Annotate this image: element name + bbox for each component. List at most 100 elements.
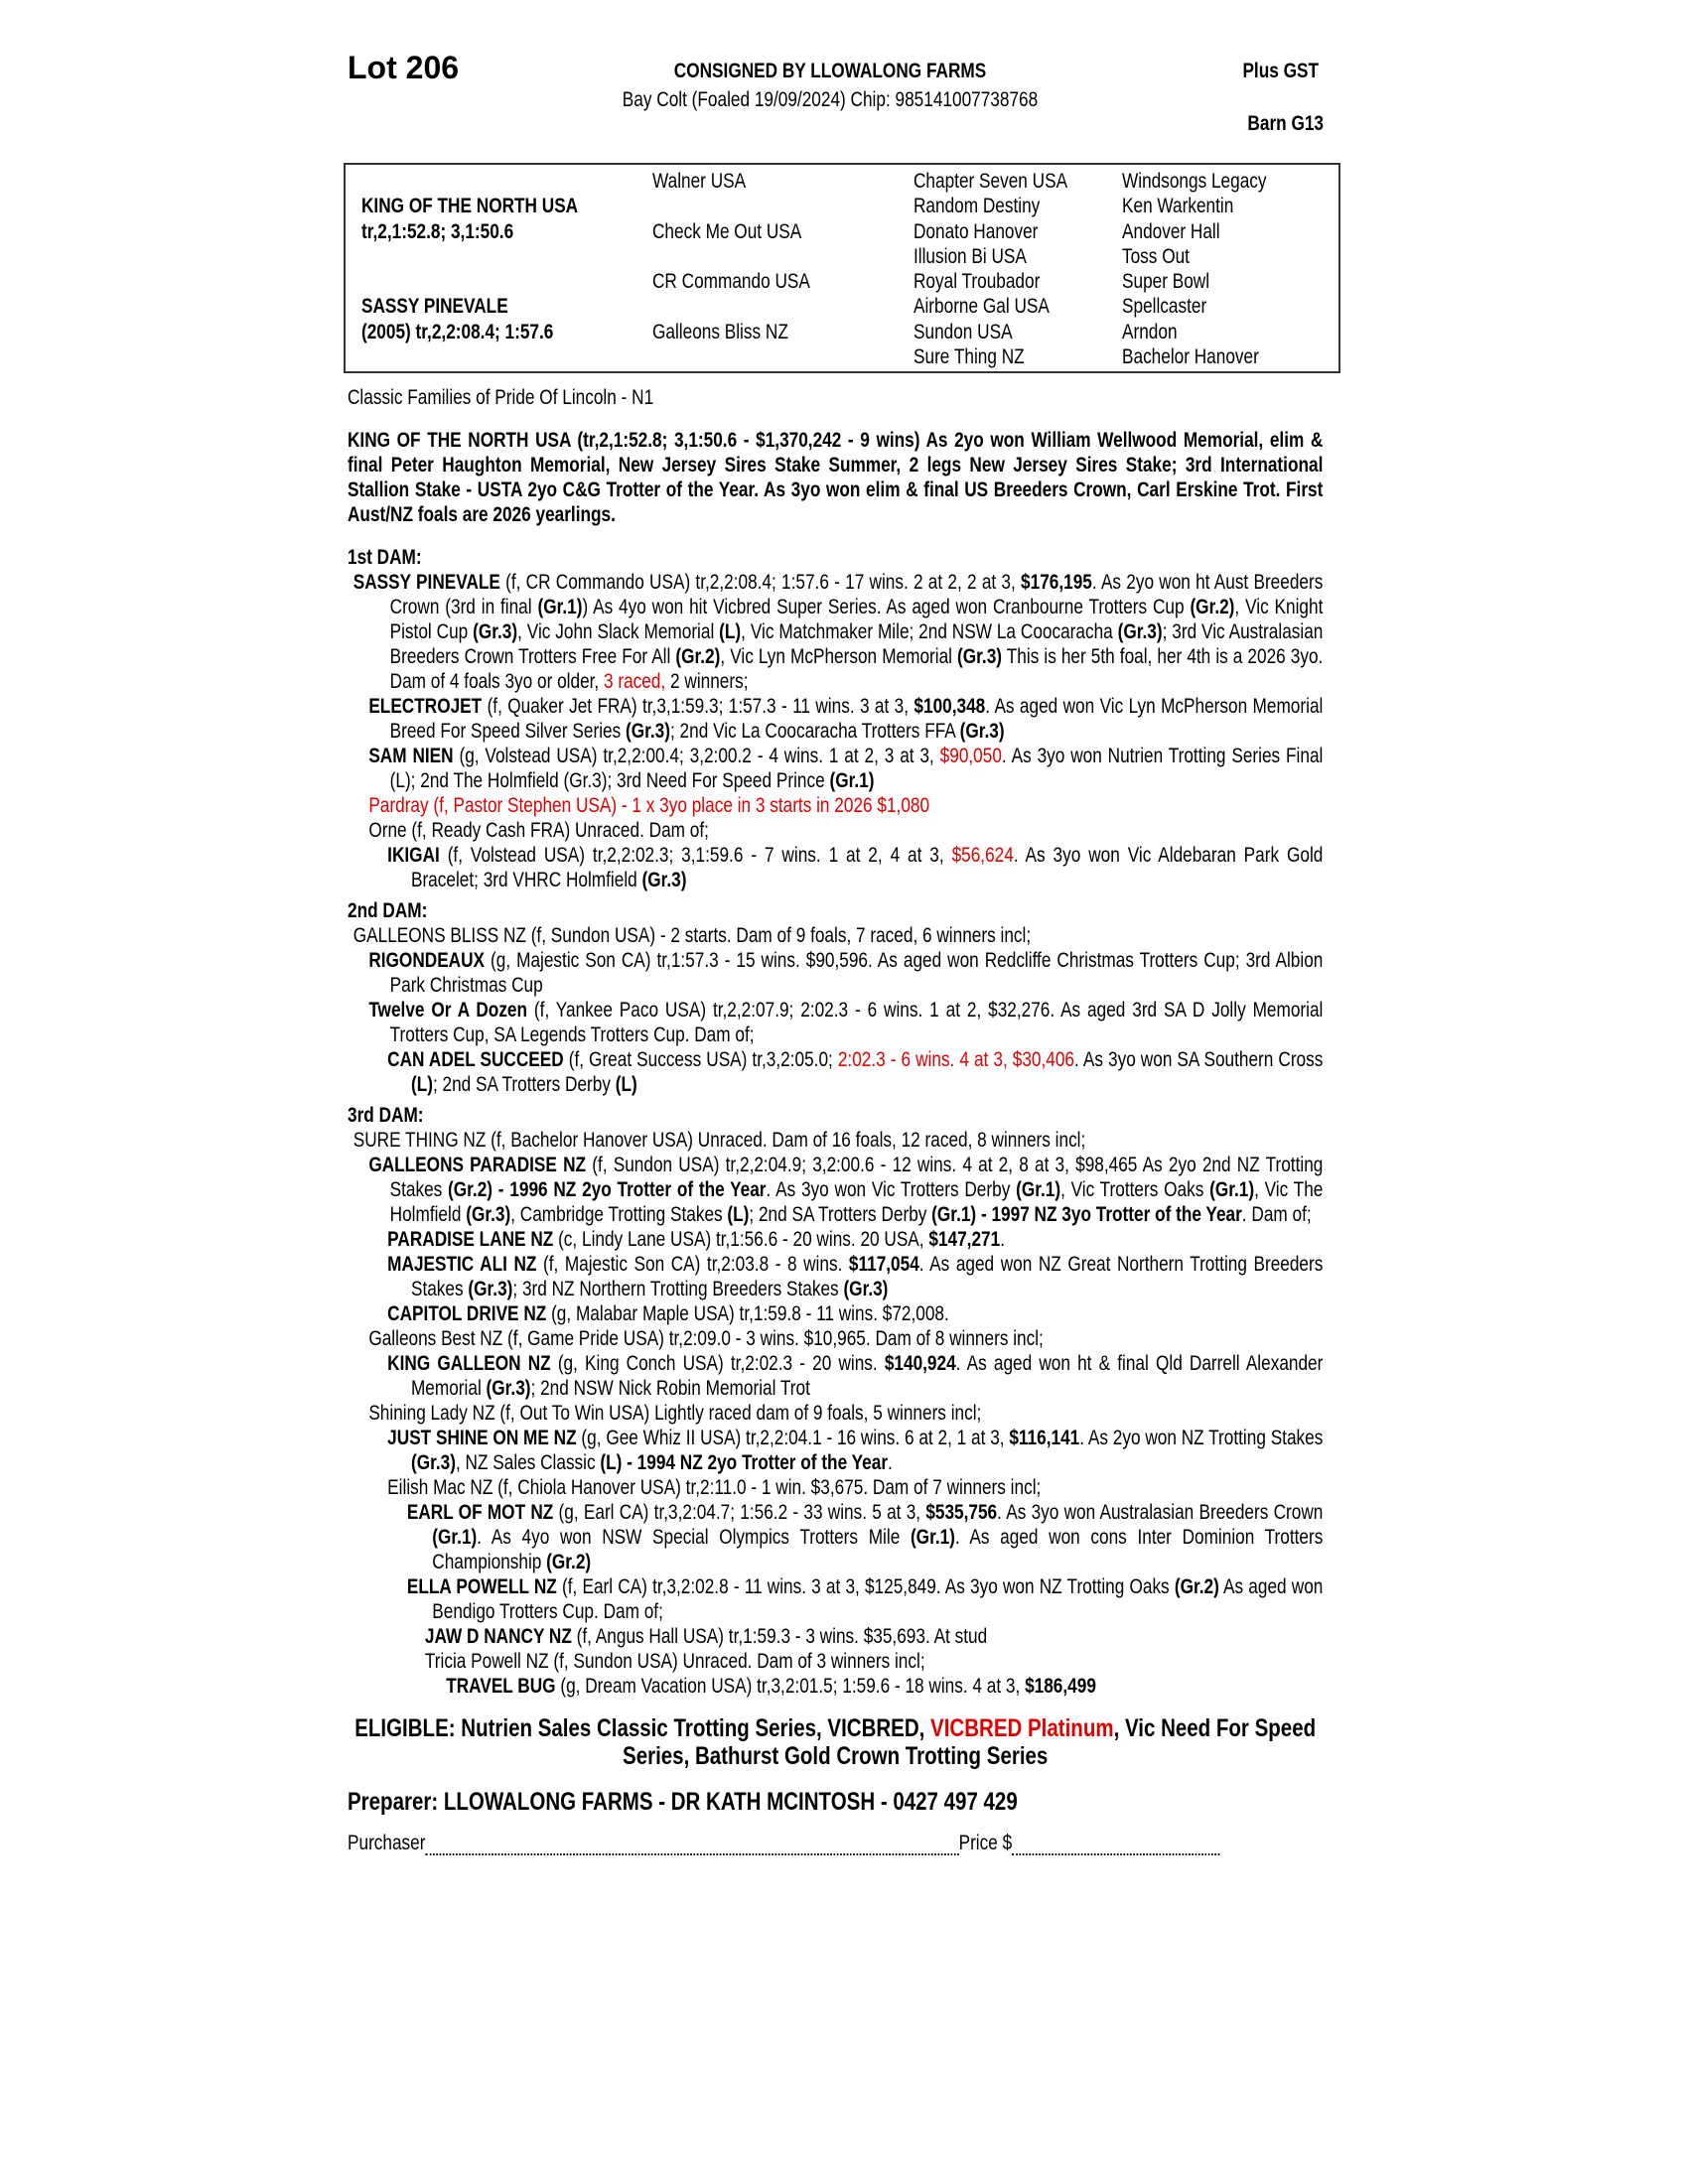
entry-text: SURE THING NZ (f, Bachelor Hanover USA) … [352, 1129, 1086, 1152]
bold-text: (L) [615, 1073, 637, 1096]
great-great-grandparent: Toss Out [1122, 244, 1190, 268]
bold-text: IKIGAI [387, 844, 440, 867]
entry-text: . As 3yo won Nutrien Trotting Series Fin… [389, 745, 1324, 792]
preparer: Preparer: LLOWALONG FARMS - DR KATH MCIN… [348, 1788, 1018, 1816]
family-entry: JAW D NANCY NZ (f, Angus Hall USA) tr,1:… [348, 1624, 1323, 1649]
dam-sections: 1st DAM: SASSY PINEVALE (f, CR Commando U… [348, 545, 1323, 1699]
entry-text: As aged won Bendigo Trotters Cup. Dam of… [432, 1575, 1324, 1623]
entry-text: . As 2yo won NZ Trotting Stakes [1079, 1427, 1324, 1449]
family-entry: Shining Lady NZ (f, Out To Win USA) Ligh… [348, 1401, 1323, 1426]
bold-text: $147,271 [928, 1228, 1001, 1251]
great-great-grandparent: Spellcaster [1122, 295, 1207, 319]
bold-text: (L) - 1994 NZ 2yo Trotter of the Year [600, 1451, 889, 1474]
bold-text: (Gr.3) [959, 720, 1005, 743]
family-entry: Twelve Or A Dozen (f, Yankee Paco USA) t… [348, 998, 1323, 1047]
grandparent: Check Me Out USA [652, 219, 802, 243]
bold-text: CAPITOL DRIVE NZ [387, 1302, 547, 1325]
bold-text: KING GALLEON NZ [387, 1352, 551, 1375]
bold-text: ELECTROJET [368, 695, 483, 718]
entry-text: Shining Lady NZ (f, Out To Win USA) Ligh… [368, 1402, 982, 1425]
family-entry: SURE THING NZ (f, Bachelor Hanover USA) … [348, 1128, 1323, 1153]
bold-text: (Gr.3) [486, 1377, 531, 1400]
bold-text: (Gr.1) [1209, 1178, 1255, 1201]
entry-text: . [888, 1451, 893, 1474]
bold-text: $116,141 [1009, 1427, 1080, 1449]
family-entry: PARADISE LANE NZ (c, Lindy Lane USA) tr,… [348, 1227, 1323, 1252]
bold-text: (L) [727, 1203, 750, 1226]
entry-text: (f, Great Success USA) tr,3,2:05.0; [563, 1048, 838, 1071]
bold-text: (Gr.1) [1016, 1178, 1061, 1201]
highlighted-text: $56,624 [951, 844, 1014, 867]
bold-text: MAJESTIC ALI NZ [387, 1253, 537, 1276]
bold-text: (Gr.1) [910, 1526, 955, 1549]
family-entry: CAPITOL DRIVE NZ (g, Malabar Maple USA) … [348, 1301, 1323, 1326]
bold-text: SASSY PINEVALE [352, 571, 500, 594]
family-entry: SASSY PINEVALE (f, CR Commando USA) tr,2… [348, 570, 1324, 694]
bold-text: (Gr.3) [410, 1451, 456, 1474]
dam-record: (2005) tr,2,2:08.4; 1:57.6 [361, 320, 554, 343]
entry-text: (f, Volstead USA) tr,2,2:02.3; 3,1:59.6 … [439, 844, 952, 867]
pedigree-grandparents: Walner USA Check Me Out USA CR Commando … [652, 169, 810, 369]
bold-text: RIGONDEAUX [368, 949, 486, 972]
horse-description: Bay Colt (Foaled 19/09/2024) Chip: 98514… [622, 88, 1039, 111]
bold-text: (Gr.3) [843, 1278, 889, 1300]
eligibility: ELIGIBLE: Nutrien Sales Classic Trotting… [348, 1714, 1323, 1770]
bold-text: (Gr.3) [473, 620, 518, 643]
bold-text: (Gr.2) [1174, 1575, 1219, 1598]
bold-text: (Gr.1) [432, 1526, 478, 1549]
pedigree-great-great-grandparents: Windsongs Legacy Ken Warkentin Andover H… [1122, 169, 1266, 369]
highlighted-text: 2:02.3 - 6 wins. 4 at 3, $30,406 [837, 1048, 1075, 1071]
family-entry: EARL OF MOT NZ (g, Earl CA) tr,3,2:04.7;… [348, 1500, 1324, 1574]
family-entry: GALLEONS PARADISE NZ (f, Sundon USA) tr,… [348, 1153, 1323, 1227]
eligibility-text-rest: , Vic Need For Speed Series, Bathurst Go… [623, 1714, 1317, 1770]
entry-text: GALLEONS BLISS NZ (f, Sundon USA) - 2 st… [352, 924, 1032, 947]
bold-text: (Gr.1) [829, 769, 875, 792]
family-entry: KING GALLEON NZ (g, King Conch USA) tr,2… [348, 1351, 1323, 1401]
family-entry: SAM NIEN (g, Volstead USA) tr,2,2:00.4; … [348, 744, 1323, 793]
entry-text: . As 3yo won Vic Trotters Derby [766, 1178, 1017, 1201]
bold-text: EARL OF MOT NZ [406, 1501, 554, 1524]
section-heading: 1st DAM: [348, 546, 422, 569]
bold-text: $186,499 [1025, 1675, 1096, 1698]
entry-text: , Vic The Holmfield [389, 1178, 1324, 1226]
entry-text: (g, Malabar Maple USA) tr,1:59.8 - 11 wi… [546, 1302, 949, 1325]
entry-text: (f, Earl CA) tr,3,2:02.8 - 11 wins. 3 at… [556, 1575, 1175, 1598]
dam-section: 3rd DAM: SURE THING NZ (f, Bachelor Hanov… [348, 1103, 1323, 1699]
family-entry: ELLA POWELL NZ (f, Earl CA) tr,3,2:02.8 … [348, 1574, 1324, 1624]
price-note: Plus GST [1242, 60, 1319, 82]
entry-text: ; 2nd NSW Nick Robin Memorial Trot [530, 1377, 810, 1400]
entry-text: (f, Sundon USA) tr,2,2:04.9; 3,2:00.6 - … [389, 1154, 1324, 1201]
bold-text: Twelve Or A Dozen [368, 999, 528, 1022]
family-line: Classic Families of Pride Of Lincoln - N… [348, 386, 654, 409]
bold-text: $535,756 [925, 1501, 998, 1524]
dam-section: 2nd DAM: GALLEONS BLISS NZ (f, Sundon USA… [348, 898, 1323, 1097]
bold-text: $117,054 [848, 1253, 919, 1276]
entry-text: . As 2yo won ht Aust Breeders Crown (3rd… [389, 571, 1324, 618]
entry-text: (c, Lindy Lane USA) tr,1:56.6 - 20 wins.… [553, 1228, 929, 1251]
entry-text: , Cambridge Trotting Stakes [510, 1203, 728, 1226]
family-entry: TRAVEL BUG (g, Dream Vacation USA) tr,3,… [348, 1674, 1323, 1699]
entry-text: . As 3yo won Vic Aldebaran Park Gold Bra… [410, 844, 1324, 891]
bold-text: (Gr.2) [675, 645, 721, 668]
family-entry: MAJESTIC ALI NZ (f, Majestic Son CA) tr,… [348, 1252, 1323, 1301]
entry-text: ; 3rd Vic Australasian Breeders Crown Tr… [389, 620, 1324, 668]
entry-text: . As 4yo won NSW Special Olympics Trotte… [477, 1526, 911, 1549]
great-grandparent: Chapter Seven USA [914, 170, 1068, 193]
bold-text: (Gr.3) [1117, 620, 1163, 643]
purchase-line: Purchaser Price $ [348, 1831, 1323, 1855]
family-entry: CAN ADEL SUCCEED (f, Great Success USA) … [348, 1047, 1323, 1097]
entry-text: 2 winners; [665, 670, 749, 693]
family-entry: JUST SHINE ON ME NZ (g, Gee Whiz II USA)… [348, 1426, 1323, 1475]
entry-text: ; 2nd Vic La Coocaracha Trotters FFA [669, 720, 960, 743]
entry-text: ; 2nd SA Trotters Derby [749, 1203, 932, 1226]
bold-text: SAM NIEN [368, 745, 454, 767]
entry-text: , Vic Knight Pistol Cup [389, 596, 1324, 643]
dam-section: 1st DAM: SASSY PINEVALE (f, CR Commando U… [348, 545, 1323, 892]
entry-text: . Dam of; [1241, 1203, 1312, 1226]
bold-text: (L) [719, 620, 742, 643]
price-field [1012, 1836, 1220, 1855]
entry-text: , Vic John Slack Memorial [517, 620, 720, 643]
entry-text: (f, Majestic Son CA) tr,2:03.8 - 8 wins. [536, 1253, 849, 1276]
entry-text: Tricia Powell NZ (f, Sundon USA) Unraced… [424, 1650, 925, 1673]
purchaser-label: Purchaser [348, 1832, 426, 1854]
